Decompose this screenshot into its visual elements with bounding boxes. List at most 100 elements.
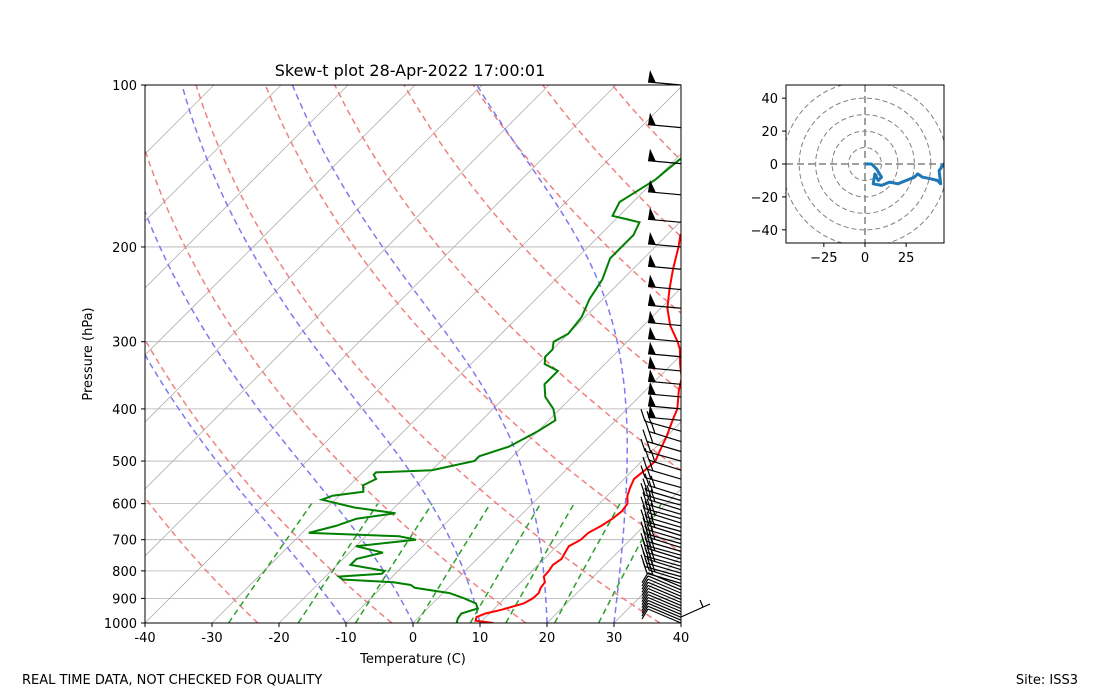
wind-barb-flag [650, 450, 656, 463]
wind-barb [647, 590, 682, 607]
hodograph-ticks: −25 0 25 40 20 0 −20 −40 [751, 92, 915, 266]
wind-barbs [640, 70, 711, 624]
moist-adiabat [291, 85, 548, 623]
wind-barb [646, 516, 682, 528]
isotherm-line [0, 85, 80, 623]
temperature-trace [474, 233, 681, 623]
wind-barb [647, 596, 682, 613]
wind-barb-pennant [648, 207, 656, 221]
wind-barb [647, 599, 682, 615]
y-tick-label: 200 [112, 241, 137, 256]
wind-barb-flag [641, 578, 649, 590]
wind-barb-flag [641, 591, 649, 602]
wind-barb-flag [641, 597, 649, 608]
hodograph-x-tick-label: 0 [861, 251, 869, 266]
wind-barb-flag [641, 600, 649, 611]
isotherm-line [145, 86, 681, 623]
skewt-panel: -40 -30 -20 -10 0 10 20 30 40 1000 900 800 700 600 500… [0, 61, 711, 667]
wind-barb-flag [644, 473, 650, 486]
wind-barb-flag [641, 603, 649, 614]
wind-barb-pennant [648, 274, 656, 288]
isotherm-line [145, 85, 550, 490]
wind-barb-flag [646, 556, 652, 569]
chart-title: Skew-t plot 28-Apr-2022 17:00:01 [275, 61, 546, 80]
wind-barb-flag [650, 475, 656, 488]
wind-barb-pennant [648, 355, 656, 369]
isotherm-line [345, 287, 681, 623]
wind-barb-pennant [648, 112, 656, 126]
wind-barb-pennant [648, 369, 656, 383]
wind-barb [647, 602, 682, 618]
wind-barb-flag [642, 517, 648, 530]
wind-barb-flag [644, 513, 650, 526]
wind-barb-pennant [648, 293, 656, 307]
wind-barb-flag [640, 496, 646, 509]
wind-barb [647, 584, 682, 600]
wind-barb-pennant [648, 405, 656, 419]
wind-barb-flag [641, 581, 649, 593]
hodograph-ring [848, 147, 882, 181]
dewpoint-trace [308, 156, 681, 623]
isotherm-line [680, 622, 681, 623]
wind-barb-flag [642, 456, 648, 470]
wind-barb-pennant [648, 381, 656, 395]
hodograph-y-tick-label: 20 [761, 125, 778, 140]
wind-barb-flag [640, 532, 646, 546]
x-tick-label: 40 [673, 631, 690, 646]
wind-barb-flag [640, 483, 646, 496]
x-tick-label: 0 [409, 631, 417, 646]
hodograph-y-tick-label: −40 [751, 224, 778, 239]
hodograph-y-tick-label: 40 [761, 92, 778, 107]
x-tick-label: -20 [268, 631, 289, 646]
x-tick-label: -10 [335, 631, 356, 646]
x-axis-label: Temperature (C) [359, 652, 466, 667]
wind-barb-flag [641, 594, 649, 605]
wind-barb-flag [646, 545, 652, 559]
wind-barb-flag [650, 515, 656, 528]
dry-adiabat [145, 338, 393, 623]
wind-barb-flag [640, 543, 646, 557]
wind-barb-flag [648, 431, 654, 444]
dry-adiabat [403, 85, 681, 392]
wind-barb-pennant [648, 179, 656, 193]
wind-barb-surface [680, 603, 711, 618]
y-tick-label: 500 [112, 455, 137, 470]
y-tick-label: 100 [112, 79, 137, 94]
wind-barb-flag [644, 487, 650, 500]
wind-barb-flag [641, 585, 649, 596]
hodograph-panel: −25 0 25 40 20 0 −20 −40 [751, 84, 945, 266]
isotherm-line [145, 85, 416, 356]
wind-barb-flag [644, 448, 650, 461]
wind-barb-pennant [648, 70, 656, 83]
dry-adiabat [195, 85, 661, 623]
wind-barb [647, 605, 682, 621]
wind-barb [647, 578, 682, 594]
mixing-ratio-line [297, 503, 379, 623]
mixing-ratio-line [354, 503, 433, 623]
isotherm-line [479, 421, 681, 623]
hodograph-y-tick-label: −20 [751, 191, 778, 206]
wind-barb [647, 608, 682, 624]
dry-adiabat [680, 85, 681, 86]
y-tick-label: 600 [112, 498, 137, 513]
y-axis-label: Pressure (hPa) [81, 307, 96, 400]
dry-adiabat [264, 85, 681, 553]
wind-barb [647, 593, 682, 610]
y-tick-label: 1000 [104, 617, 137, 632]
y-tick-label: 800 [112, 565, 137, 580]
dry-adiabat [542, 85, 681, 238]
moist-adiabat [181, 85, 481, 623]
isotherm-line [145, 85, 483, 423]
skewt-grid [0, 85, 681, 623]
wind-barb-flag [640, 509, 646, 522]
x-tick-label: 30 [606, 631, 623, 646]
isotherm-line [145, 85, 282, 222]
isotherm-line [145, 85, 349, 289]
wind-barb-flag [641, 575, 649, 587]
x-tick-label: -30 [201, 631, 222, 646]
wind-barb-pennant [648, 341, 656, 355]
hodograph-trace [865, 162, 944, 187]
y-tick-label: 700 [112, 534, 137, 549]
wind-barb-pennant [648, 393, 656, 407]
wind-barb-flag [642, 505, 648, 518]
